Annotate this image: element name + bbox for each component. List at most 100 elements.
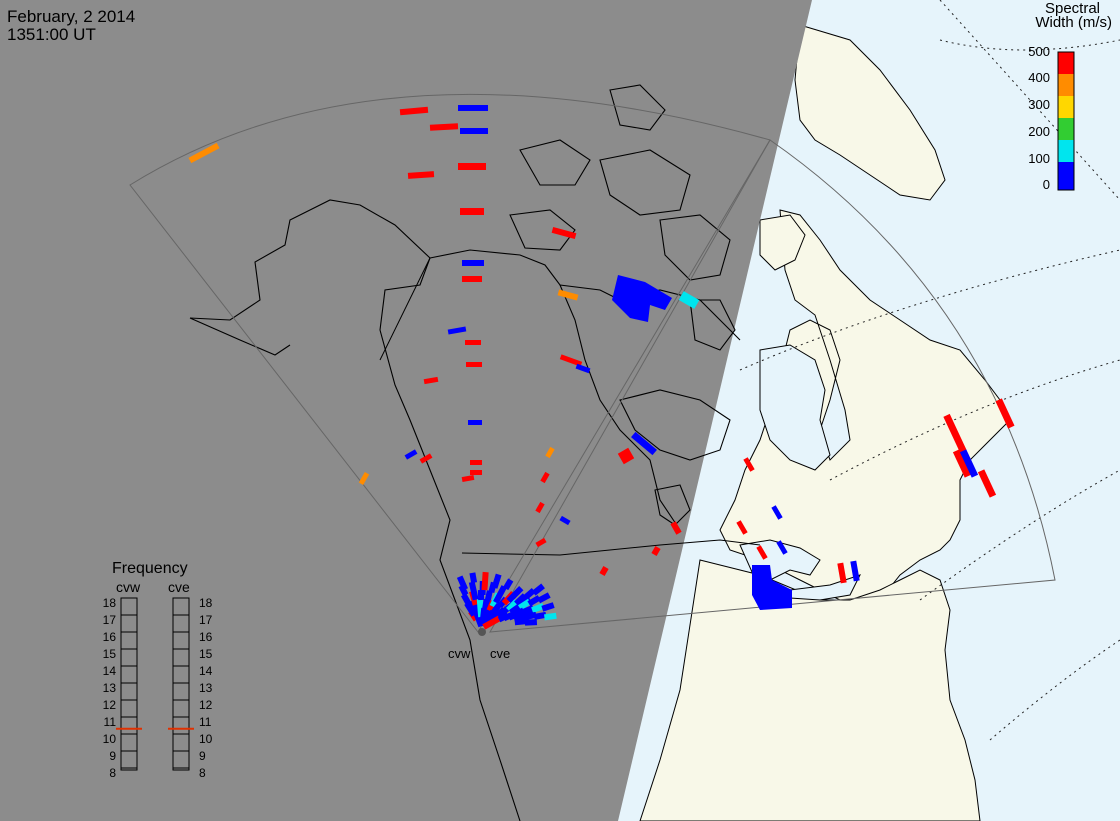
backscatter-cell: [651, 546, 661, 556]
freq-radar-cve: cve: [168, 579, 190, 595]
backscatter-cell: [468, 420, 482, 425]
colorbar-red: [1058, 52, 1074, 74]
backscatter-cell: [493, 585, 507, 604]
backscatter-cell: [617, 447, 635, 465]
backscatter-cell: [599, 566, 609, 576]
colorbar-title-line2: Width (m/s): [1035, 14, 1112, 31]
colorbar-orange: [1058, 74, 1074, 96]
freq-ticks: 18 18 17 17 16 16 15 15 14 14 13 13 12 12 11 11 10 10 9 9 8 8: [103, 596, 213, 780]
backscatter-cell: [670, 521, 682, 535]
backscatter-cell: [743, 457, 755, 472]
backscatter-cell: [461, 474, 475, 483]
colorbar-blue: [1058, 162, 1074, 190]
colorbar-frame: [1057, 51, 1075, 191]
backscatter-cell: [837, 562, 847, 584]
grid-arc-5: [939, 39, 1120, 51]
backscatter-cell: [559, 354, 583, 367]
freq-radar-cvw: cvw: [116, 579, 141, 595]
freq-tick-left: 18: [103, 596, 117, 610]
time-label: 1351:00 UT: [7, 25, 96, 44]
coast-hudson-west: [559, 284, 681, 531]
station-label-cvw: cvw: [448, 646, 471, 661]
freq-tick-right: 16: [199, 630, 213, 644]
backscatter-cell: [551, 226, 577, 240]
backscatter-cell: [752, 565, 792, 610]
backscatter-cell: [535, 537, 547, 548]
backscatter-cell: [995, 398, 1015, 429]
stations: cvw cve: [448, 628, 510, 661]
freq-tick-left: 10: [103, 732, 117, 746]
backscatter-cell: [458, 584, 469, 597]
freq-tick-right: 17: [199, 613, 213, 627]
freq-tick-left: 8: [109, 766, 116, 780]
day-land-greenland: [794, 24, 946, 201]
frequency-title: Frequency: [112, 560, 188, 577]
coast-islands-4: [599, 149, 691, 216]
freq-tick-left: 11: [104, 715, 117, 729]
borders: [379, 257, 761, 556]
backscatter-cell: [612, 275, 672, 322]
freq-tick-left: 12: [103, 698, 117, 712]
freq-tick-right: 9: [199, 749, 206, 763]
backscatter-cell: [959, 449, 979, 478]
coast-islands-1: [609, 84, 666, 131]
backscatter-cell: [460, 128, 488, 134]
backscatter-cell: [559, 515, 571, 526]
day-land-usa: [639, 559, 981, 821]
backscatter-cell: [465, 340, 481, 345]
backscatter-cell: [977, 469, 997, 498]
freq-tick-left: 17: [103, 613, 117, 627]
backscatter-cell: [736, 520, 748, 535]
colorbar-tick-0: 0: [1043, 177, 1050, 192]
hudson-bay-east-lake: [759, 344, 831, 471]
colorbar-tick-300: 300: [1028, 97, 1050, 112]
backscatter-cell: [952, 449, 972, 478]
backscatter-cell: [850, 560, 860, 582]
backscatter-cell: [458, 163, 486, 170]
freq-tick-right: 18: [199, 596, 213, 610]
backscatter-cell: [533, 611, 547, 620]
freq-tick-right: 12: [199, 698, 213, 712]
freq-tick-right: 11: [199, 715, 212, 729]
grid-arc-2: [829, 359, 1120, 481]
freq-bar-cve: [172, 597, 190, 771]
freq-tick-left: 14: [103, 664, 117, 678]
backscatter-cell: [943, 413, 967, 454]
grid-lines: [739, 0, 1120, 741]
backscatter-cell: [456, 575, 469, 591]
backscatter-cell: [506, 585, 524, 604]
backscatter-cell: [545, 446, 555, 459]
coast-islands-3: [509, 209, 576, 251]
day-land-baffin-south: [759, 214, 806, 271]
freq-tick-right: 14: [199, 664, 213, 678]
frequency-panel: cvw cve 18 18 17 17 16 16 15 15 14 14 13 13 12 12 11 11…: [103, 579, 213, 780]
backscatter-cells: [188, 105, 1015, 630]
freq-tick-left: 9: [109, 749, 116, 763]
backscatter-cell: [521, 604, 535, 616]
backscatter-cell: [419, 453, 433, 464]
date-label: February, 2 2014: [7, 7, 136, 26]
coast-islands-6: [689, 299, 736, 351]
backscatter-cell: [756, 545, 768, 560]
colorbar-cyan: [1058, 140, 1074, 162]
backscatter-cell: [469, 572, 478, 584]
station-label-cve: cve: [490, 646, 510, 661]
backscatter-cell: [468, 581, 479, 601]
backscatter-cell: [460, 208, 484, 215]
colorbar-tick-400: 400: [1028, 70, 1050, 85]
backscatter-cell: [399, 106, 429, 116]
backscatter-cell: [776, 540, 788, 555]
coast-islands-5: [659, 214, 731, 281]
backscatter-cell: [188, 142, 220, 164]
freq-tick-right: 8: [199, 766, 206, 780]
backscatter-cell: [447, 326, 467, 335]
backscatter-cell: [482, 615, 501, 630]
backscatter-cell: [631, 431, 657, 456]
backscatter-cell: [503, 578, 514, 591]
backscatter-cell: [535, 501, 545, 514]
backscatter-cell: [486, 602, 502, 621]
backscatter-cell: [462, 260, 484, 266]
freq-tick-right: 10: [199, 732, 213, 746]
